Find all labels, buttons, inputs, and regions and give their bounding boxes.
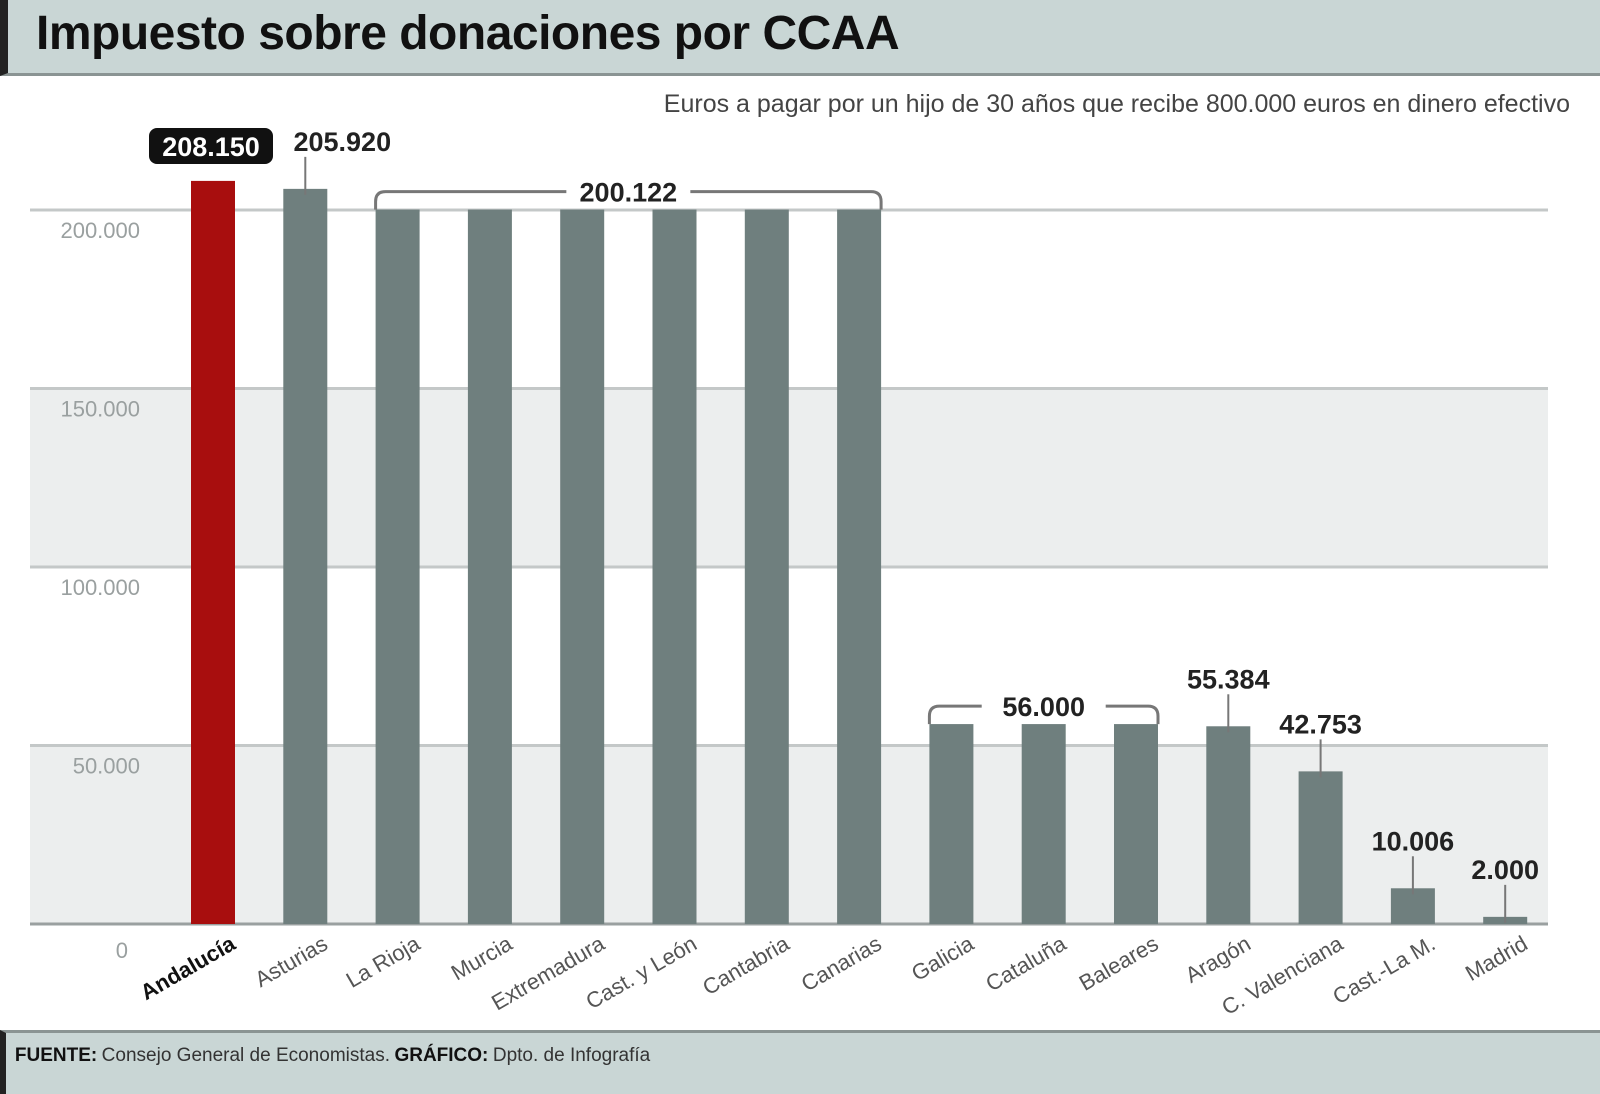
bar-Cast. y León — [652, 209, 697, 924]
x-tick-label: Canarias — [797, 931, 886, 997]
bar-Baleares — [1114, 724, 1158, 924]
data-label: 55.384 — [1187, 664, 1270, 694]
x-tick-label: Cataluña — [981, 930, 1070, 996]
y-tick-label: 100.000 — [60, 575, 140, 600]
bar-Cataluña — [1021, 724, 1066, 924]
source-label: FUENTE: — [14, 1045, 98, 1066]
x-tick-label: Asturias — [250, 931, 331, 992]
y-tick-label: 150.000 — [60, 397, 140, 422]
x-tick-label: Baleares — [1075, 931, 1163, 996]
bar-Asturias — [283, 188, 328, 924]
data-label: 2.000 — [1471, 855, 1539, 885]
bar-Aragón — [1206, 726, 1251, 924]
highlight-label-bg — [149, 128, 273, 164]
x-tick-label: Galicia — [907, 930, 978, 986]
label-bg — [981, 692, 1106, 719]
chart-subtitle: Euros a pagar por un hijo de 30 años que… — [663, 90, 1570, 118]
data-label: 205.920 — [293, 127, 391, 157]
bar-Extremadura — [560, 209, 605, 924]
chart-title: Impuesto sobre donaciones por CCAA — [36, 7, 900, 60]
bar-La Rioja — [375, 209, 420, 924]
bar-C. Valenciana — [1298, 771, 1343, 924]
source-text: Consejo General de Economistas. — [101, 1045, 390, 1066]
graphic-label: GRÁFICO: — [394, 1045, 489, 1066]
bar-Canarias — [837, 209, 882, 924]
x-tick-label: Murcia — [447, 930, 517, 985]
data-label: 10.006 — [1372, 826, 1455, 856]
x-tick-label: La Rioja — [342, 930, 425, 992]
data-label: 42.753 — [1279, 709, 1362, 739]
x-tick-label: Cantabria — [698, 930, 794, 1000]
footer-band: FUENTE: Consejo General de Economistas. … — [0, 1030, 1600, 1094]
header-band: Impuesto sobre donaciones por CCAA — [0, 0, 1600, 76]
bar-Cantabria — [744, 209, 789, 924]
grid-band — [30, 388, 1548, 567]
label-bg — [566, 177, 691, 204]
y-tick-label: 200.000 — [60, 218, 140, 243]
data-label: 208.150 — [162, 132, 260, 162]
x-tick-label: Aragón — [1181, 931, 1255, 988]
bar-Murcia — [467, 209, 512, 924]
grid-band — [30, 745, 1548, 924]
y-tick-label: 0 — [116, 938, 128, 963]
x-tick-label: Cast.-La M. — [1328, 931, 1439, 1010]
graphic-text: Dpto. de Infografía — [492, 1045, 651, 1066]
bar-Galicia — [929, 724, 974, 924]
x-tick-label: Andalucía — [136, 930, 240, 1005]
data-label: 56.000 — [1002, 692, 1085, 722]
y-tick-label: 50.000 — [73, 754, 140, 779]
data-label: 200.122 — [580, 178, 678, 208]
x-tick-label: Madrid — [1461, 931, 1532, 986]
bar-Andalucía — [191, 180, 235, 925]
